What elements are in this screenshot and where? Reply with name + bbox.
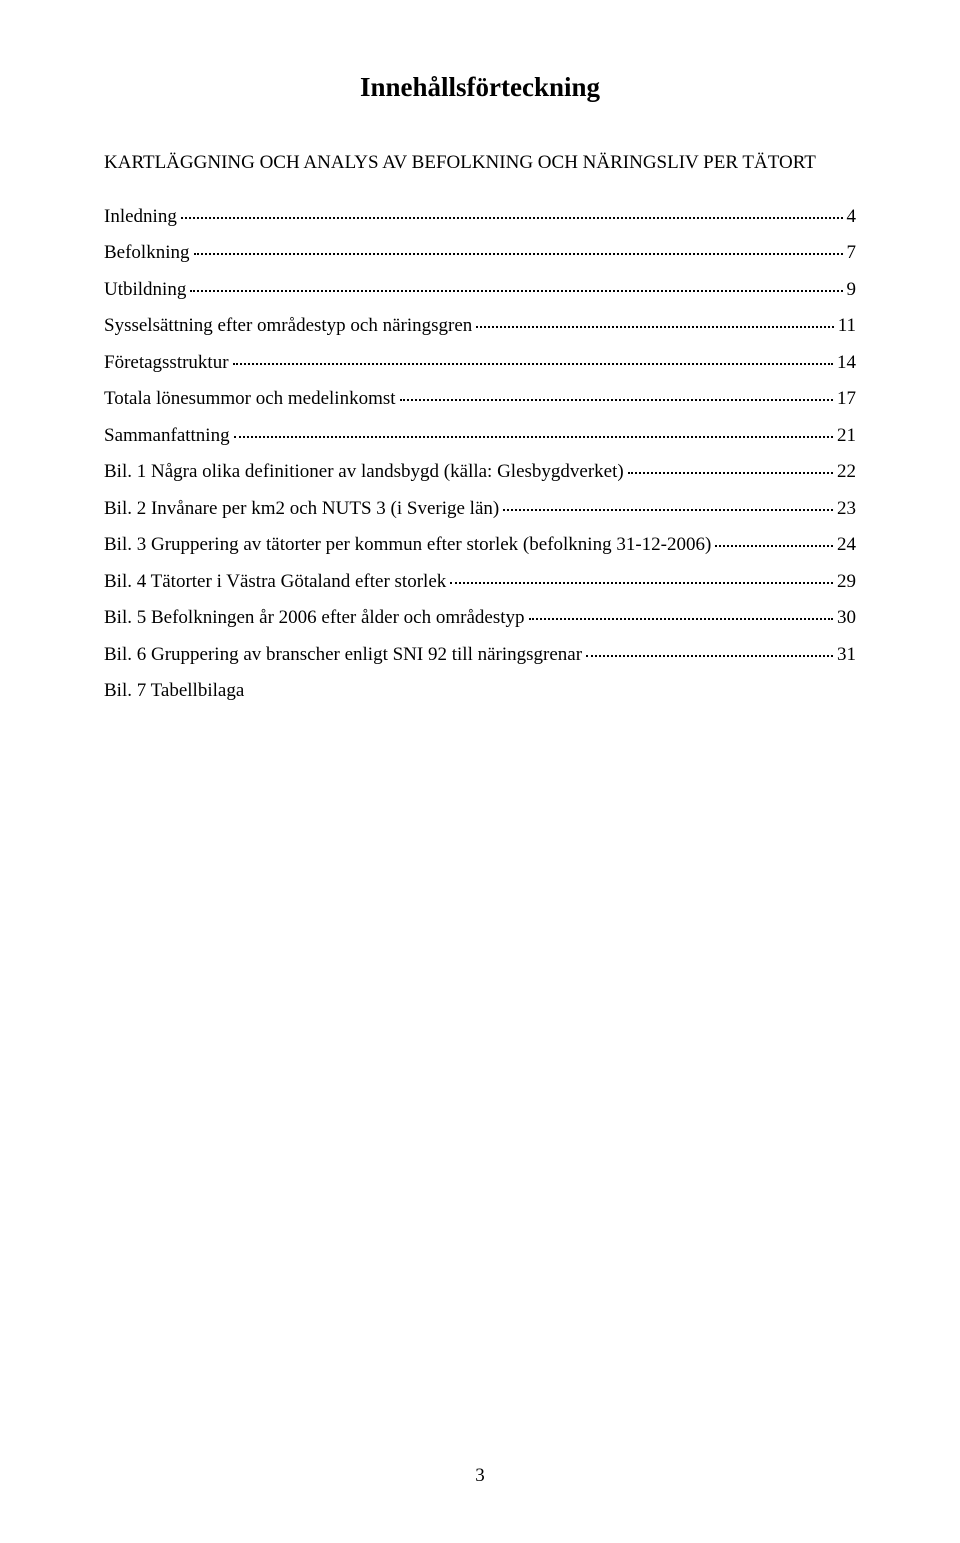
toc-entry: Sammanfattning 21 (104, 422, 856, 451)
toc-label: Bil. 4 Tätorter i Västra Götaland efter … (104, 568, 446, 597)
toc-leader (586, 655, 833, 657)
toc-page: 9 (847, 276, 857, 305)
toc-label: Bil. 5 Befolkningen år 2006 efter ålder … (104, 604, 525, 633)
toc-page: 22 (837, 458, 856, 487)
toc-label: Företagsstruktur (104, 349, 229, 378)
toc-entry: Företagsstruktur 14 (104, 349, 856, 378)
toc-entry: Totala lönesummor och medelinkomst 17 (104, 385, 856, 414)
toc-leader (194, 253, 843, 255)
footer-page-number: 3 (0, 1465, 960, 1487)
toc-page: 7 (847, 239, 857, 268)
toc-leader (503, 509, 833, 511)
toc-page: 21 (837, 422, 856, 451)
toc-entry: Befolkning 7 (104, 239, 856, 268)
toc-leader (529, 618, 833, 620)
toc-page: 24 (837, 531, 856, 560)
toc-leader (190, 290, 842, 292)
toc-leader (628, 472, 833, 474)
toc-page: 30 (837, 604, 856, 633)
toc-label: Bil. 6 Gruppering av branscher enligt SN… (104, 641, 582, 670)
toc-page: 11 (838, 312, 856, 341)
section-subtitle: KARTLÄGGNING OCH ANALYS AV BEFOLKNING OC… (104, 151, 856, 175)
toc-leader (450, 582, 833, 584)
toc-leader (181, 217, 843, 219)
toc-leader (233, 363, 833, 365)
toc-entry: Inledning 4 (104, 203, 856, 232)
toc-label: Sammanfattning (104, 422, 230, 451)
toc-label: Befolkning (104, 239, 190, 268)
toc-entry: Bil. 4 Tätorter i Västra Götaland efter … (104, 568, 856, 597)
toc-label: Bil. 3 Gruppering av tätorter per kommun… (104, 531, 711, 560)
toc-entry: Sysselsättning efter områdestyp och näri… (104, 312, 856, 341)
page: Innehållsförteckning KARTLÄGGNING OCH AN… (0, 0, 960, 1543)
toc-page: 14 (837, 349, 856, 378)
toc-entry-final: Bil. 7 Tabellbilaga (104, 677, 856, 706)
toc-page: 17 (837, 385, 856, 414)
toc-entry: Bil. 5 Befolkningen år 2006 efter ålder … (104, 604, 856, 633)
toc-label: Totala lönesummor och medelinkomst (104, 385, 396, 414)
toc-page: 4 (847, 203, 857, 232)
toc-entry: Bil. 3 Gruppering av tätorter per kommun… (104, 531, 856, 560)
toc-page: 31 (837, 641, 856, 670)
page-title: Innehållsförteckning (104, 72, 856, 103)
toc-entry: Bil. 1 Några olika definitioner av lands… (104, 458, 856, 487)
toc-entry: Utbildning 9 (104, 276, 856, 305)
toc-page: 29 (837, 568, 856, 597)
toc-label: Inledning (104, 203, 177, 232)
toc-entry: Bil. 2 Invånare per km2 och NUTS 3 (i Sv… (104, 495, 856, 524)
toc-leader (476, 326, 833, 328)
toc-label: Sysselsättning efter områdestyp och näri… (104, 312, 472, 341)
toc-label: Utbildning (104, 276, 186, 305)
toc-leader (234, 436, 833, 438)
toc-entry: Bil. 6 Gruppering av branscher enligt SN… (104, 641, 856, 670)
toc-leader (400, 399, 833, 401)
toc-label: Bil. 2 Invånare per km2 och NUTS 3 (i Sv… (104, 495, 499, 524)
toc-page: 23 (837, 495, 856, 524)
toc-leader (715, 545, 833, 547)
toc-label: Bil. 1 Några olika definitioner av lands… (104, 458, 624, 487)
